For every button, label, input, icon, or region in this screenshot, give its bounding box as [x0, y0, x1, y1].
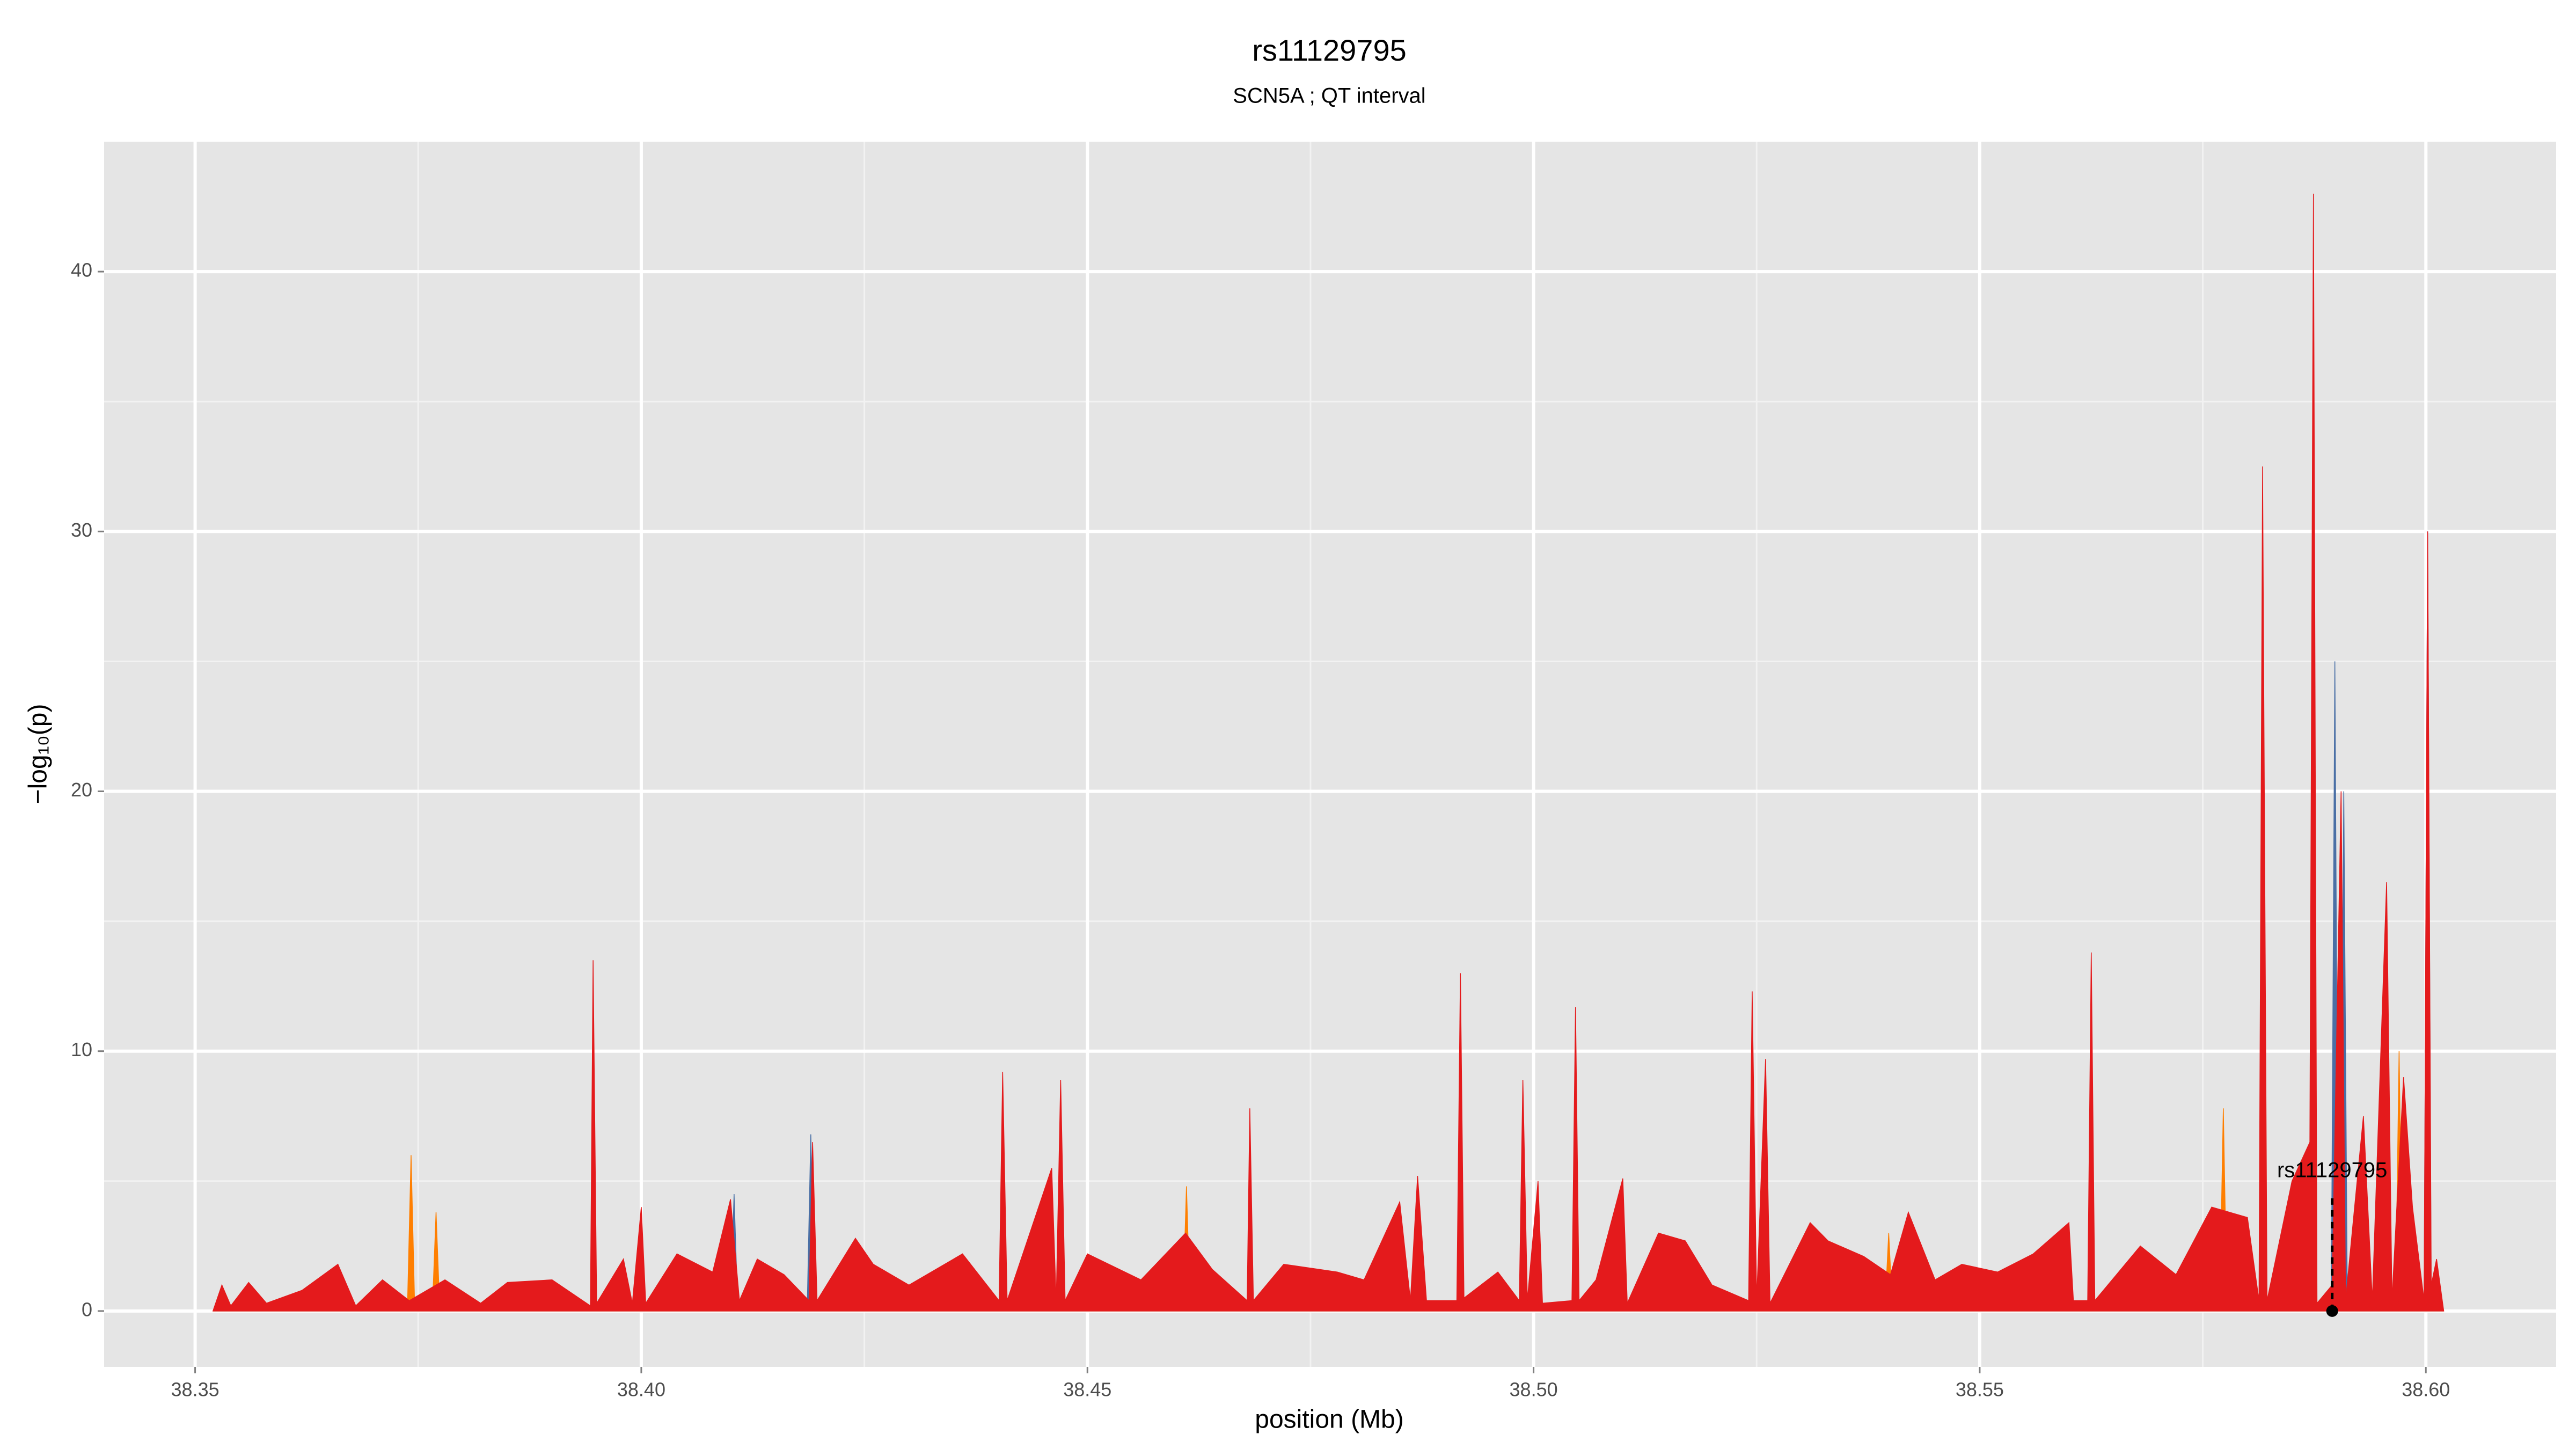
chart-subtitle: SCN5A ; QT interval	[1233, 84, 1425, 108]
y-tick-label: 20	[71, 779, 92, 801]
x-tick-label: 38.45	[1063, 1379, 1111, 1401]
x-tick-label: 38.40	[617, 1379, 665, 1401]
x-tick-label: 38.35	[171, 1379, 219, 1401]
area-series	[212, 193, 2445, 1312]
y-tick-label: 0	[82, 1298, 92, 1320]
y-tick-label: 10	[71, 1038, 92, 1060]
x-tick-label: 38.50	[1510, 1379, 1558, 1401]
chart-title: rs11129795	[1252, 33, 1407, 67]
highlight-point	[2326, 1305, 2338, 1317]
y-axis-title: −log₁₀(p)	[24, 704, 53, 804]
y-tick-label: 40	[71, 259, 92, 281]
x-tick-label: 38.55	[1956, 1379, 2004, 1401]
x-tick-label: 38.60	[2402, 1379, 2450, 1401]
x-axis-title: position (Mb)	[1255, 1406, 1403, 1434]
highlight-label: rs11129795	[2277, 1158, 2387, 1182]
y-tick-label: 30	[71, 519, 92, 541]
plot-panel	[104, 142, 2556, 1367]
